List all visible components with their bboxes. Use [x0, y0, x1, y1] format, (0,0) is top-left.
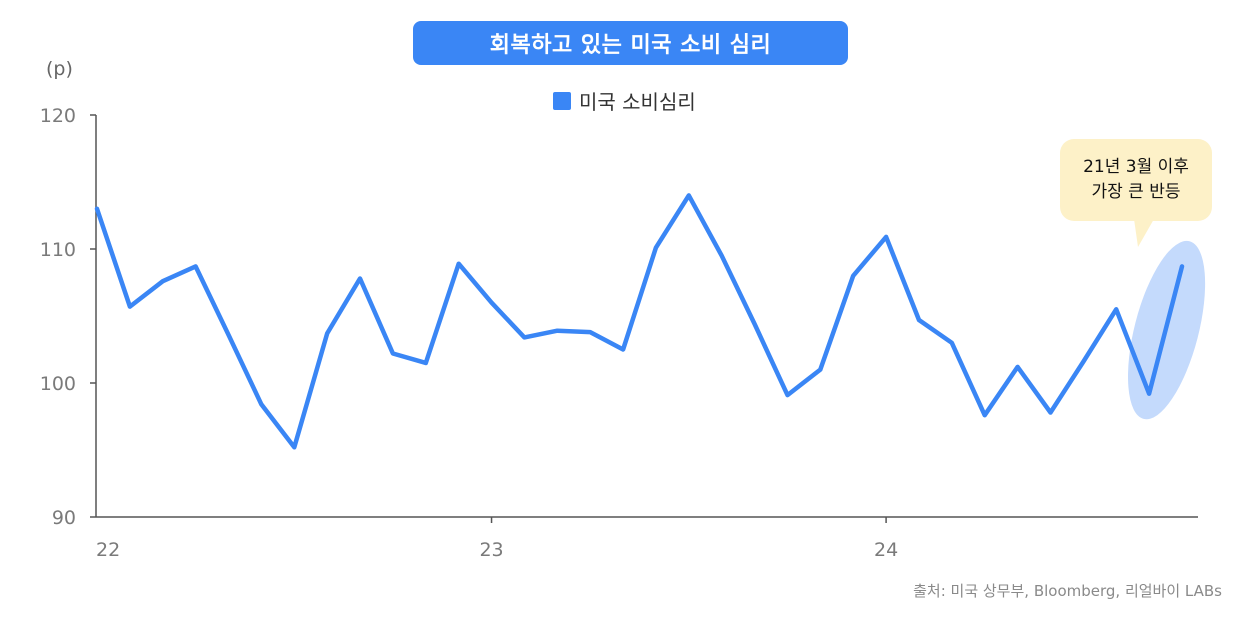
- y-tick-label: 100: [40, 373, 76, 395]
- x-tick-label: 22: [96, 539, 120, 561]
- y-tick-label: 110: [40, 239, 76, 261]
- annotation-callout: 21년 3월 이후 가장 큰 반등: [1060, 139, 1212, 221]
- annotation-line-1: 21년 3월 이후: [1083, 157, 1189, 178]
- legend-label: 미국 소비심리: [579, 90, 696, 114]
- y-tick-label: 90: [52, 507, 76, 529]
- chart-title: 회복하고 있는 미국 소비 심리: [413, 21, 848, 65]
- annotation-line-2: 가장 큰 반등: [1091, 182, 1181, 202]
- legend: 미국 소비심리: [553, 86, 696, 115]
- annotation-callout-tail: [1134, 219, 1154, 247]
- x-tick-label: 24: [874, 539, 898, 561]
- source-note: 출처: 미국 상무부, Bloomberg, 리얼바이 LABs: [913, 582, 1222, 600]
- x-tick-label: 23: [479, 539, 503, 561]
- legend-swatch: [553, 91, 571, 110]
- series-line: [94, 193, 1185, 450]
- y-tick-label: 120: [40, 105, 76, 127]
- y-axis-unit: (p): [46, 58, 73, 80]
